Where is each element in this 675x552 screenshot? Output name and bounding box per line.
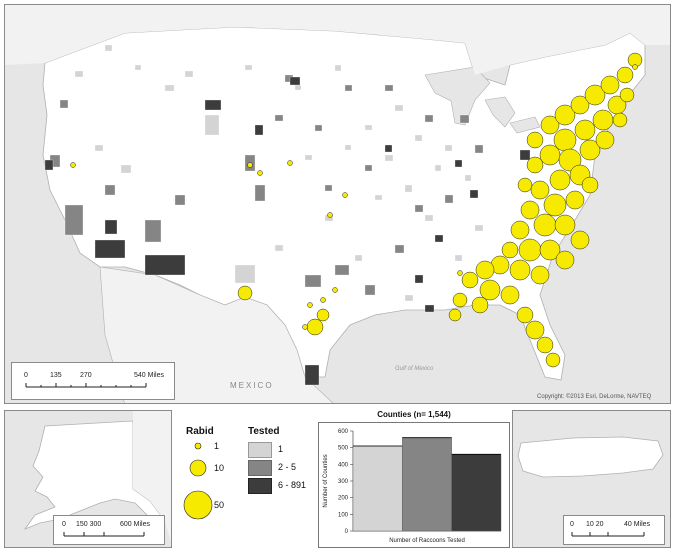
main-map[interactable]: MEXICO Gulf of Mexico Copyright: ©2013 E… bbox=[4, 4, 671, 404]
rabid-legend-symbols bbox=[183, 442, 213, 520]
rabid-markers bbox=[70, 52, 643, 368]
chart-ytick-label: 600 bbox=[338, 429, 349, 435]
main-map-canvas: MEXICO Gulf of Mexico Copyright: ©2013 E… bbox=[5, 5, 670, 403]
chart-bar bbox=[402, 437, 452, 532]
chart-ytick-label: 0 bbox=[345, 529, 349, 535]
canada-region-inset bbox=[133, 411, 171, 542]
rabid-legend-label-1: 1 bbox=[214, 441, 220, 451]
chart-ytick-label: 300 bbox=[338, 479, 349, 485]
chart-ytick-label: 400 bbox=[338, 462, 349, 468]
tested-counties-6-891 bbox=[44, 76, 531, 386]
puerto-rico-map-canvas bbox=[517, 436, 664, 478]
tested-legend-swatch-6-891 bbox=[248, 478, 272, 494]
rabid-legend-symbol-1 bbox=[194, 442, 202, 450]
rabid-legend-title: Rabid bbox=[186, 426, 214, 437]
pr-scale-tick-2: 40 Miles bbox=[624, 521, 651, 528]
rabid-legend-symbol-10 bbox=[189, 459, 207, 477]
pr-scale-tick-0: 0 bbox=[570, 521, 574, 528]
counties-chart-title: Counties (n= 1,544) bbox=[377, 410, 451, 419]
alaska-map-canvas bbox=[23, 411, 171, 542]
chart-x-axis-label: Number of Raccoons Tested bbox=[389, 538, 465, 544]
pr-scale-graphic bbox=[571, 532, 645, 537]
chart-y-axis-label: Number of Counties bbox=[323, 454, 329, 507]
tested-counties-1 bbox=[74, 44, 484, 302]
rabid-legend-symbol-50 bbox=[183, 490, 213, 520]
tested-legend-label-1: 1 bbox=[278, 444, 284, 454]
main-scale-graphic bbox=[25, 383, 147, 388]
pr-scale-bar: 0 10 20 40 Miles bbox=[563, 515, 665, 545]
tested-legend-label-6-891: 6 - 891 bbox=[278, 480, 307, 490]
alaska-scale-bar: 0 150 300 600 Miles bbox=[53, 515, 165, 545]
scale-tick-3: 540 Miles bbox=[134, 372, 164, 379]
tested-legend-title: Tested bbox=[248, 426, 280, 437]
alaska-scale-tick-1: 150 300 bbox=[76, 521, 102, 528]
puerto-rico-inset[interactable]: 0 10 20 40 Miles bbox=[512, 410, 671, 548]
alaska-inset[interactable]: 0 150 300 600 Miles bbox=[4, 410, 172, 548]
scale-tick-0: 0 bbox=[24, 372, 28, 379]
chart-ytick-label: 200 bbox=[338, 496, 349, 502]
alaska-scale-tick-0: 0 bbox=[62, 521, 66, 528]
tested-legend-label-2-5: 2 - 5 bbox=[278, 462, 297, 472]
puerto-rico-landmass bbox=[517, 436, 664, 478]
scale-tick-1: 135 bbox=[50, 372, 62, 379]
counties-chart-frame: 0 100 200 300 400 500 600 Number of Raccoons Te… bbox=[318, 422, 510, 548]
country-label-mexico: MEXICO bbox=[230, 381, 274, 390]
chart-ytick-label: 500 bbox=[338, 446, 349, 452]
copyright-text: Copyright: ©2013 Esri, DeLorme, NAVTEQ bbox=[537, 393, 652, 400]
gulf-label: Gulf of Mexico bbox=[395, 366, 434, 372]
alaska-scale-graphic bbox=[63, 532, 145, 537]
chart-ytick-label: 100 bbox=[338, 512, 349, 518]
legend-panel: Rabid 1 10 50 Tested 1 2 - 5 6 - 891 Cou… bbox=[178, 410, 510, 548]
alaska-scale-tick-2: 600 Miles bbox=[120, 521, 150, 528]
scale-tick-2: 270 bbox=[80, 372, 92, 379]
rabid-legend-label-50: 50 bbox=[214, 500, 225, 510]
tested-legend-swatch-2-5 bbox=[248, 460, 272, 476]
pr-scale-tick-1: 10 20 bbox=[586, 521, 604, 528]
chart-bar bbox=[352, 445, 403, 532]
counties-chart: 0 100 200 300 400 500 600 Number of Raccoons Te… bbox=[323, 429, 502, 544]
tested-legend-swatch-1 bbox=[248, 442, 272, 458]
main-scale-bar: 0 135 270 540 Miles bbox=[11, 362, 175, 400]
chart-bar bbox=[451, 454, 502, 532]
canada-region bbox=[5, 5, 670, 75]
rabid-legend-label-10: 10 bbox=[214, 463, 225, 473]
great-lakes bbox=[424, 66, 541, 134]
